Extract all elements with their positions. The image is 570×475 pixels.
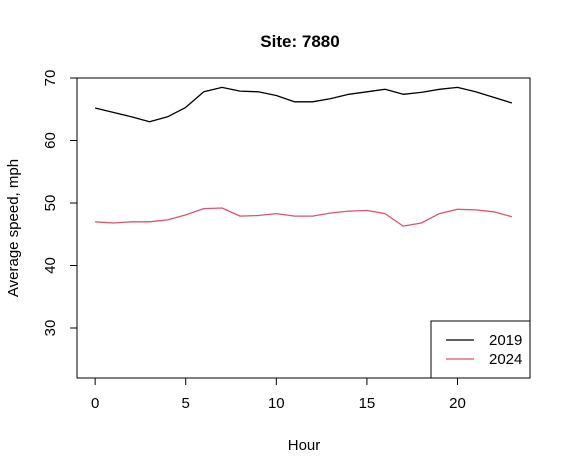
legend-label-2019: 2019 [489,332,522,349]
x-tick-label-0: 0 [91,395,99,412]
y-axis-label: Average speed, mph [5,159,22,297]
x-axis: 0 5 10 15 20 [91,377,466,412]
x-tick-label-5: 5 [182,395,190,412]
y-tick-label-40: 40 [42,257,59,274]
legend-label-2024: 2024 [489,351,522,368]
series-layer [94,86,513,227]
legend-box [430,320,531,379]
y-tick-label-70: 70 [42,70,59,87]
series-line-2019 [94,86,513,123]
y-tick-label-30: 30 [42,320,59,337]
y-tick-label-50: 50 [42,195,59,212]
y-tick-label-60: 60 [42,132,59,149]
chart-title: Site: 7880 [260,32,339,51]
x-tick-label-10: 10 [268,395,285,412]
legend: 2019 2024 [430,320,531,379]
x-tick-label-20: 20 [449,395,466,412]
x-axis-label: Hour [288,437,321,454]
x-tick-label-15: 15 [359,395,376,412]
y-axis: 30 40 50 60 70 [42,70,78,337]
series-line-2024 [95,207,513,227]
